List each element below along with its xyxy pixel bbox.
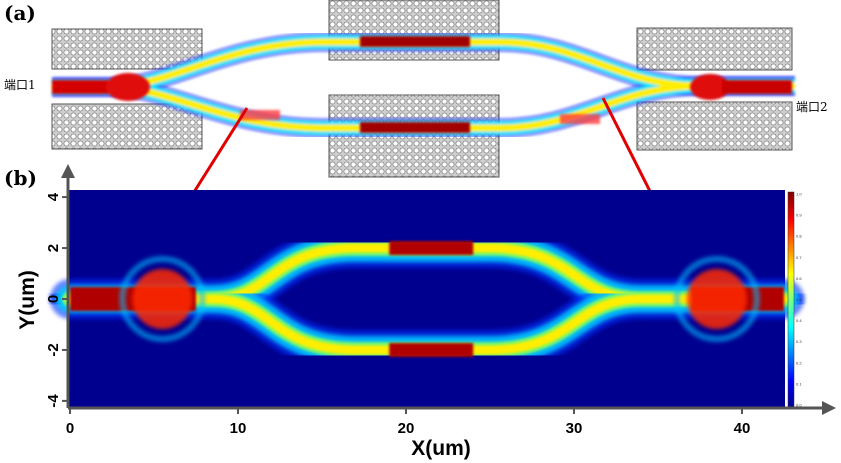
field-hotspot <box>389 241 474 256</box>
field-splitter-region <box>686 269 747 329</box>
port-2-label: 端口2 <box>796 100 828 114</box>
colorbar-tick-label: 0.1 <box>796 381 802 386</box>
port-1-label: 端口1 <box>4 78 36 92</box>
x-tick-label: 10 <box>230 420 247 437</box>
field-splitter-region <box>132 269 193 329</box>
x-tick-label: 40 <box>734 420 751 437</box>
y-ticks: 4 2 0 -2 -4 <box>45 192 68 408</box>
field-splitter-halo <box>119 256 206 342</box>
panel-b-label: (b) <box>4 166 37 190</box>
colorbar-tick-label: 0.6 <box>796 276 802 281</box>
x-tick-label: 20 <box>398 420 415 437</box>
crystal-block-right-top <box>636 27 793 71</box>
colorbar <box>787 191 795 408</box>
x-ticks: 0 10 20 30 40 <box>66 408 751 437</box>
colorbar-tick-label: 0.9 <box>796 213 802 218</box>
x-axis-arrow <box>822 401 836 415</box>
y-tick-label: -4 <box>45 394 62 408</box>
colorbar-tick-label: 0.8 <box>796 234 802 239</box>
colorbar-tick-label: 0.0 <box>796 403 802 408</box>
colorbar-tick-label: 0.7 <box>796 255 802 260</box>
y-tick-label: -2 <box>45 343 62 356</box>
colorbar-tick-label: 0.3 <box>796 339 802 344</box>
x-tick-label: 30 <box>566 420 583 437</box>
crystal-block-left-top <box>51 28 203 70</box>
colorbar-tick-label: 0.5 <box>796 297 802 302</box>
crystal-block-left-bottom <box>51 103 203 150</box>
panel-a-label: (a) <box>4 1 36 25</box>
colorbar-tick-label: 0.2 <box>796 360 802 365</box>
x-tick-label: 0 <box>66 420 74 437</box>
colorbar-ticks: 1.0 0.9 0.8 0.7 0.6 0.5 0.4 0.3 0.2 0.1 0.0 <box>796 192 802 408</box>
colorbar-tick-label: 1.0 <box>796 192 802 197</box>
y-tick-label: 4 <box>45 192 62 201</box>
x-axis-title: X(um) <box>411 437 471 460</box>
field-splitter-halo <box>673 256 760 342</box>
field-hotspot <box>389 342 474 357</box>
y-axis-arrow <box>61 164 75 178</box>
field-beams-a <box>52 31 795 139</box>
panel-a: (a) <box>4 0 828 178</box>
panel-b: (b) 1.0 0.9 0.8 0.7 0.6 0.5 0.4 0.3 0.2 0.1 0.0 0 1… <box>4 164 836 460</box>
colorbar-tick-label: 0.4 <box>796 318 802 323</box>
field-arm-lower <box>65 294 789 355</box>
heatmap-field <box>50 228 804 370</box>
y-tick-label: 0 <box>45 295 62 303</box>
y-axis-title: Y(um) <box>16 270 39 330</box>
crystal-block-right-bottom <box>636 101 793 151</box>
y-tick-label: 2 <box>45 244 62 252</box>
